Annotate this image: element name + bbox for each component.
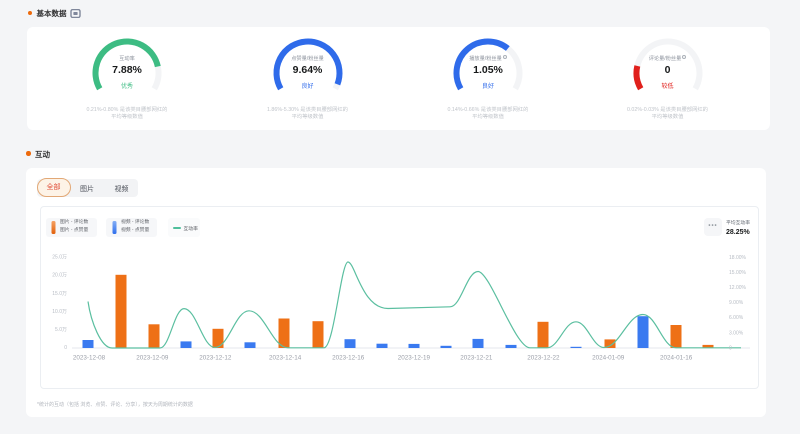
svg-text:2023-12-22: 2023-12-22 [527, 355, 560, 362]
svg-text:6.00%: 6.00% [729, 315, 744, 321]
svg-text:2023-12-08: 2023-12-08 [73, 355, 106, 362]
svg-text:0: 0 [729, 345, 732, 351]
svg-text:0: 0 [64, 345, 67, 351]
svg-text:2024-01-09: 2024-01-09 [592, 355, 625, 362]
svg-text:12.00%: 12.00% [729, 285, 747, 291]
svg-text:10.0万: 10.0万 [52, 309, 67, 315]
svg-text:2023-12-21: 2023-12-21 [460, 355, 493, 362]
svg-text:2023-12-09: 2023-12-09 [136, 355, 169, 362]
svg-text:15.0万: 15.0万 [52, 291, 67, 297]
svg-text:9.00%: 9.00% [729, 300, 744, 306]
svg-text:2024-01-16: 2024-01-16 [660, 355, 693, 362]
svg-text:2023-12-19: 2023-12-19 [398, 355, 431, 362]
svg-text:20.0万: 20.0万 [52, 273, 67, 279]
svg-text:25.0万: 25.0万 [52, 255, 67, 261]
svg-text:2023-12-16: 2023-12-16 [332, 355, 365, 362]
svg-text:18.00%: 18.00% [729, 255, 747, 261]
svg-text:5.0万: 5.0万 [55, 327, 67, 333]
svg-text:3.00%: 3.00% [729, 330, 744, 336]
svg-text:2023-12-14: 2023-12-14 [269, 355, 302, 362]
svg-text:15.00%: 15.00% [729, 270, 747, 276]
svg-text:2023-12-12: 2023-12-12 [199, 355, 232, 362]
